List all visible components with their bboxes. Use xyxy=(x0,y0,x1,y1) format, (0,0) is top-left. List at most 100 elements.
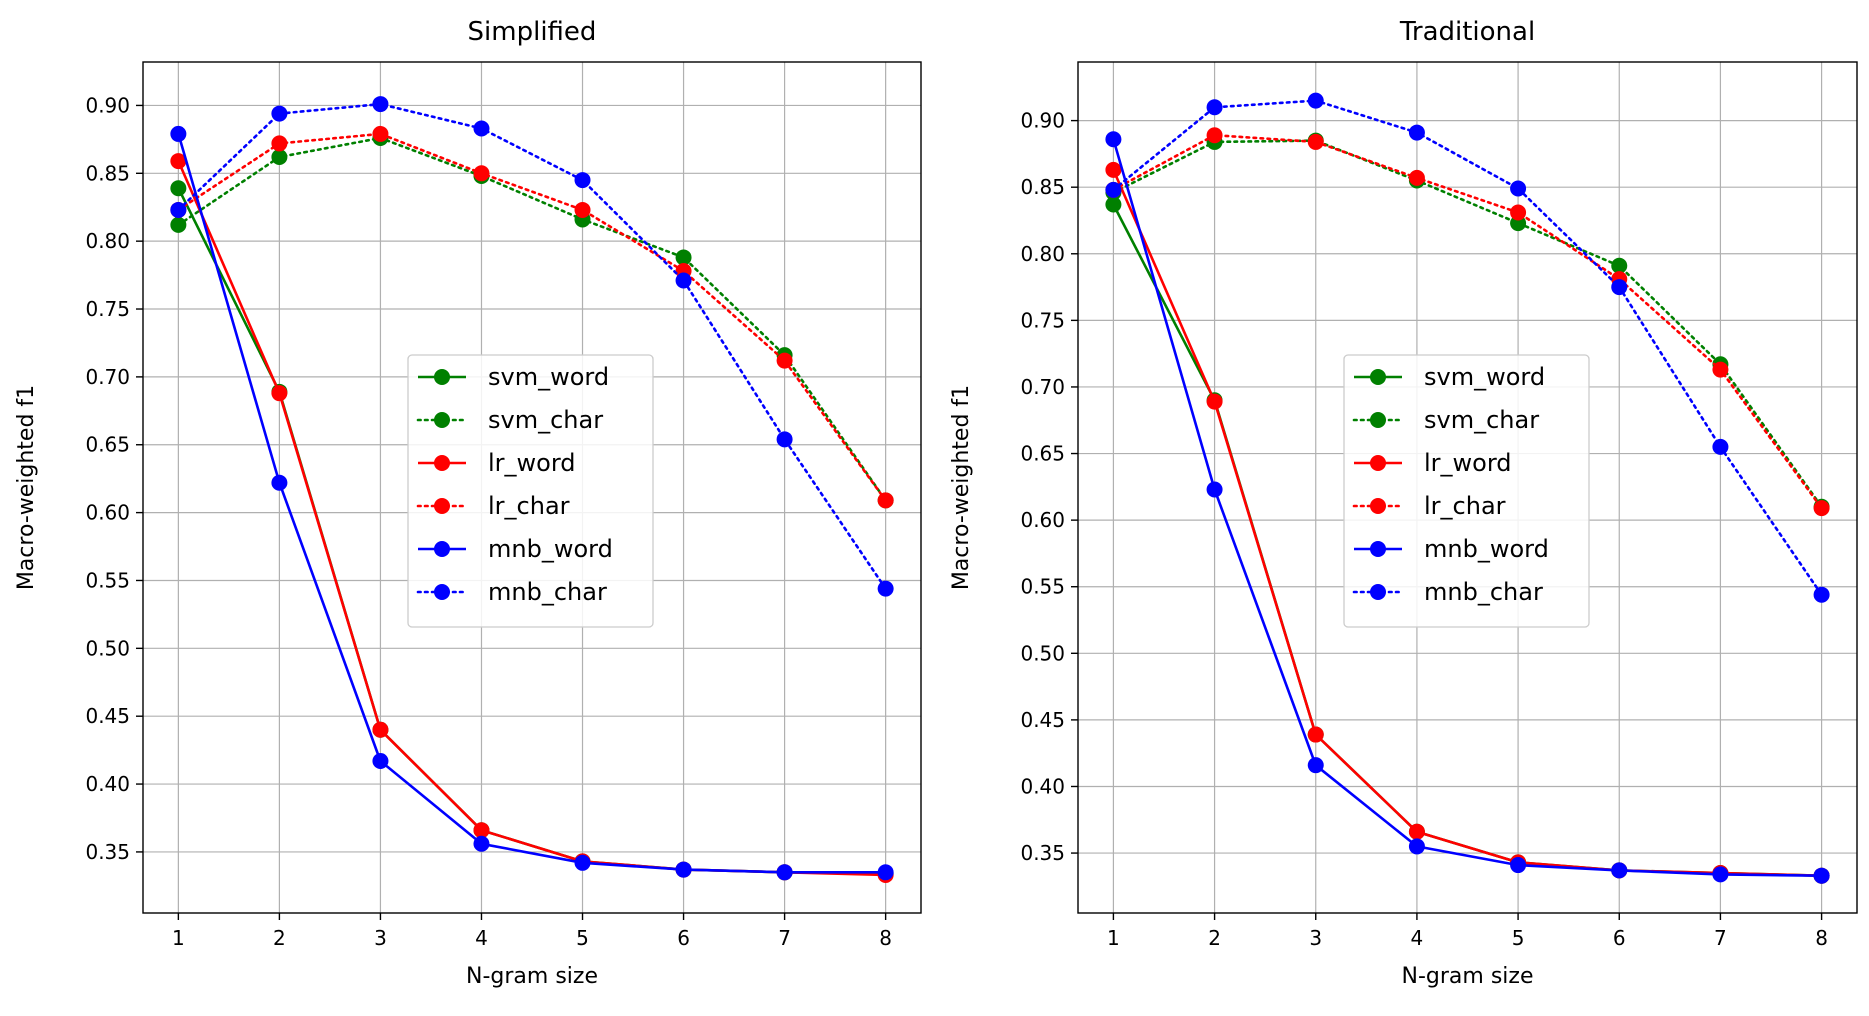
series-line xyxy=(177,132,887,502)
legend-entry: svm_word xyxy=(1354,363,1545,391)
legend-entry: mnb_char xyxy=(1352,578,1543,606)
y-tick-label: 0.70 xyxy=(1020,375,1065,399)
y-tick-label: 0.35 xyxy=(85,840,130,864)
data-point xyxy=(170,180,187,197)
y-tick-label: 0.50 xyxy=(85,636,130,660)
data-point xyxy=(1611,257,1628,274)
data-point xyxy=(1813,586,1830,603)
legend-entry: lr_word xyxy=(1354,449,1512,477)
series-line xyxy=(177,102,887,590)
series-mnb-word xyxy=(170,125,894,881)
data-point xyxy=(1813,867,1830,884)
legend-label: svm_word xyxy=(1424,363,1545,391)
data-point xyxy=(1105,196,1122,213)
plot-frame xyxy=(142,61,922,914)
chart-title: Traditional xyxy=(1399,17,1535,47)
data-point xyxy=(271,135,288,152)
data-point xyxy=(1712,866,1729,883)
legend-marker xyxy=(1370,369,1386,385)
legend-label: lr_char xyxy=(1424,492,1506,520)
data-point xyxy=(1408,169,1425,186)
series-mnb-word xyxy=(1105,131,1830,884)
x-tick-label: 6 xyxy=(677,926,690,950)
data-point xyxy=(271,474,288,491)
data-point xyxy=(271,105,288,122)
series-line xyxy=(1112,138,1822,877)
y-tick-label: 0.40 xyxy=(1020,774,1065,798)
x-axis-label: N-gram size xyxy=(466,964,598,989)
legend-marker xyxy=(434,412,450,428)
x-tick-label: 8 xyxy=(1815,926,1828,950)
x-tick-label: 7 xyxy=(1714,926,1727,950)
data-point xyxy=(1813,500,1830,517)
x-tick-label: 3 xyxy=(1309,926,1322,950)
plot-frame xyxy=(1077,61,1858,914)
x-tick-label: 4 xyxy=(475,926,488,950)
series-mnb-char xyxy=(1105,92,1830,603)
data-point xyxy=(170,216,187,233)
x-tick-label: 2 xyxy=(273,926,286,950)
legend-label: svm_word xyxy=(488,363,609,391)
y-tick-label: 0.65 xyxy=(85,433,130,457)
data-point xyxy=(473,165,490,182)
data-point xyxy=(1510,180,1527,197)
chart-title: Simplified xyxy=(468,17,597,47)
data-point xyxy=(1206,481,1223,498)
traditional-panel: 1 2 3 4 5 6 7 8 0.35 0.40 0.45 0.50 0.55 0.60 0.65 0.70… xyxy=(949,17,1858,989)
x-tick-label: 4 xyxy=(1411,926,1424,950)
legend-marker xyxy=(434,369,450,385)
data-point xyxy=(372,96,389,113)
legend-marker xyxy=(1370,498,1386,514)
legend-marker xyxy=(434,584,450,600)
legend-label: svm_char xyxy=(488,406,603,434)
y-tick-label: 0.50 xyxy=(1020,641,1065,665)
legend-marker xyxy=(434,498,450,514)
y-tick-label: 0.80 xyxy=(85,229,130,253)
data-point xyxy=(574,172,591,189)
y-tick-label: 0.55 xyxy=(85,568,130,592)
y-tick-label: 0.85 xyxy=(85,161,130,185)
data-point xyxy=(1105,181,1122,198)
legend-label: lr_word xyxy=(488,449,576,477)
data-point xyxy=(574,201,591,218)
y-tick-label: 0.90 xyxy=(85,93,130,117)
data-point xyxy=(776,352,793,369)
data-point xyxy=(1307,92,1324,109)
y-tick-label: 0.40 xyxy=(85,772,130,796)
x-axis-label: N-gram size xyxy=(1402,964,1534,989)
legend-entry: svm_word xyxy=(418,363,609,391)
legend: svm_word svm_char lr_word lr_char mnb_wordmn… xyxy=(407,354,654,628)
data-point xyxy=(1307,133,1324,150)
legend-label: mnb_word xyxy=(1424,535,1549,563)
legend-label: mnb_char xyxy=(488,578,607,606)
data-point xyxy=(271,385,288,402)
legend-entry: mnb_word xyxy=(418,535,613,563)
x-tick-label: 8 xyxy=(879,926,892,950)
legend-box xyxy=(407,354,654,628)
x-tick-label: 6 xyxy=(1613,926,1626,950)
data-point xyxy=(776,864,793,881)
x-tick-label: 5 xyxy=(576,926,589,950)
y-tick-label: 0.90 xyxy=(1020,109,1065,133)
y-tick-label: 0.65 xyxy=(1020,442,1065,466)
data-point xyxy=(776,431,793,448)
legend-marker xyxy=(434,455,450,471)
data-point xyxy=(1408,823,1425,840)
y-tick-label: 0.60 xyxy=(1020,508,1065,532)
legend-marker xyxy=(1370,455,1386,471)
data-point xyxy=(170,153,187,170)
y-tick-label: 0.75 xyxy=(85,297,130,321)
legend-marker xyxy=(1370,412,1386,428)
legend-label: mnb_word xyxy=(488,535,613,563)
x-tick-label: 3 xyxy=(374,926,387,950)
y-tick-label: 0.55 xyxy=(1020,575,1065,599)
legend-label: lr_word xyxy=(1424,449,1512,477)
x-tick-label: 1 xyxy=(1107,926,1120,950)
data-point xyxy=(877,580,894,597)
data-point xyxy=(1307,726,1324,743)
data-point xyxy=(877,492,894,509)
simplified-panel: 1 2 3 4 5 6 7 8 0.35 0.40 0.45 0.50 0.55 0.60 0.65 0.70… xyxy=(14,17,922,989)
data-point xyxy=(372,721,389,738)
series-mnb-char xyxy=(170,96,894,597)
